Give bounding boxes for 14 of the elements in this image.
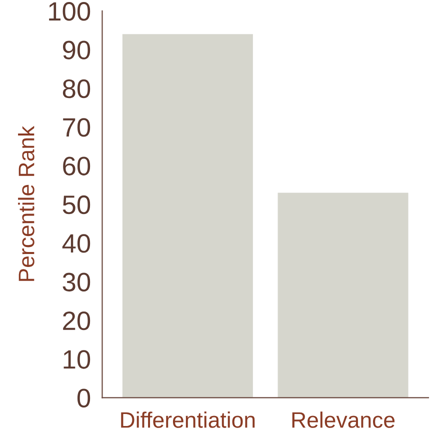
y-tick-label: 50 [62, 195, 90, 214]
y-tick-label: 90 [63, 40, 90, 60]
y-tick-label: 60 [63, 156, 90, 176]
y-tick-label: 40 [62, 234, 90, 253]
y-tick-label: 0 [77, 388, 90, 408]
y-tick-label: 10 [64, 350, 90, 369]
x-tick-label: Differentiation [121, 412, 255, 428]
y-tick-label: 70 [63, 118, 90, 137]
y-axis-title: Percentile Rank [18, 126, 34, 281]
y-tick-label: 80 [62, 79, 90, 98]
y-tick-label: 30 [62, 272, 90, 292]
x-tick-label: Relevance [292, 412, 395, 428]
y-tick-label: 100 [49, 2, 90, 21]
y-tick-label: 20 [63, 311, 90, 330]
